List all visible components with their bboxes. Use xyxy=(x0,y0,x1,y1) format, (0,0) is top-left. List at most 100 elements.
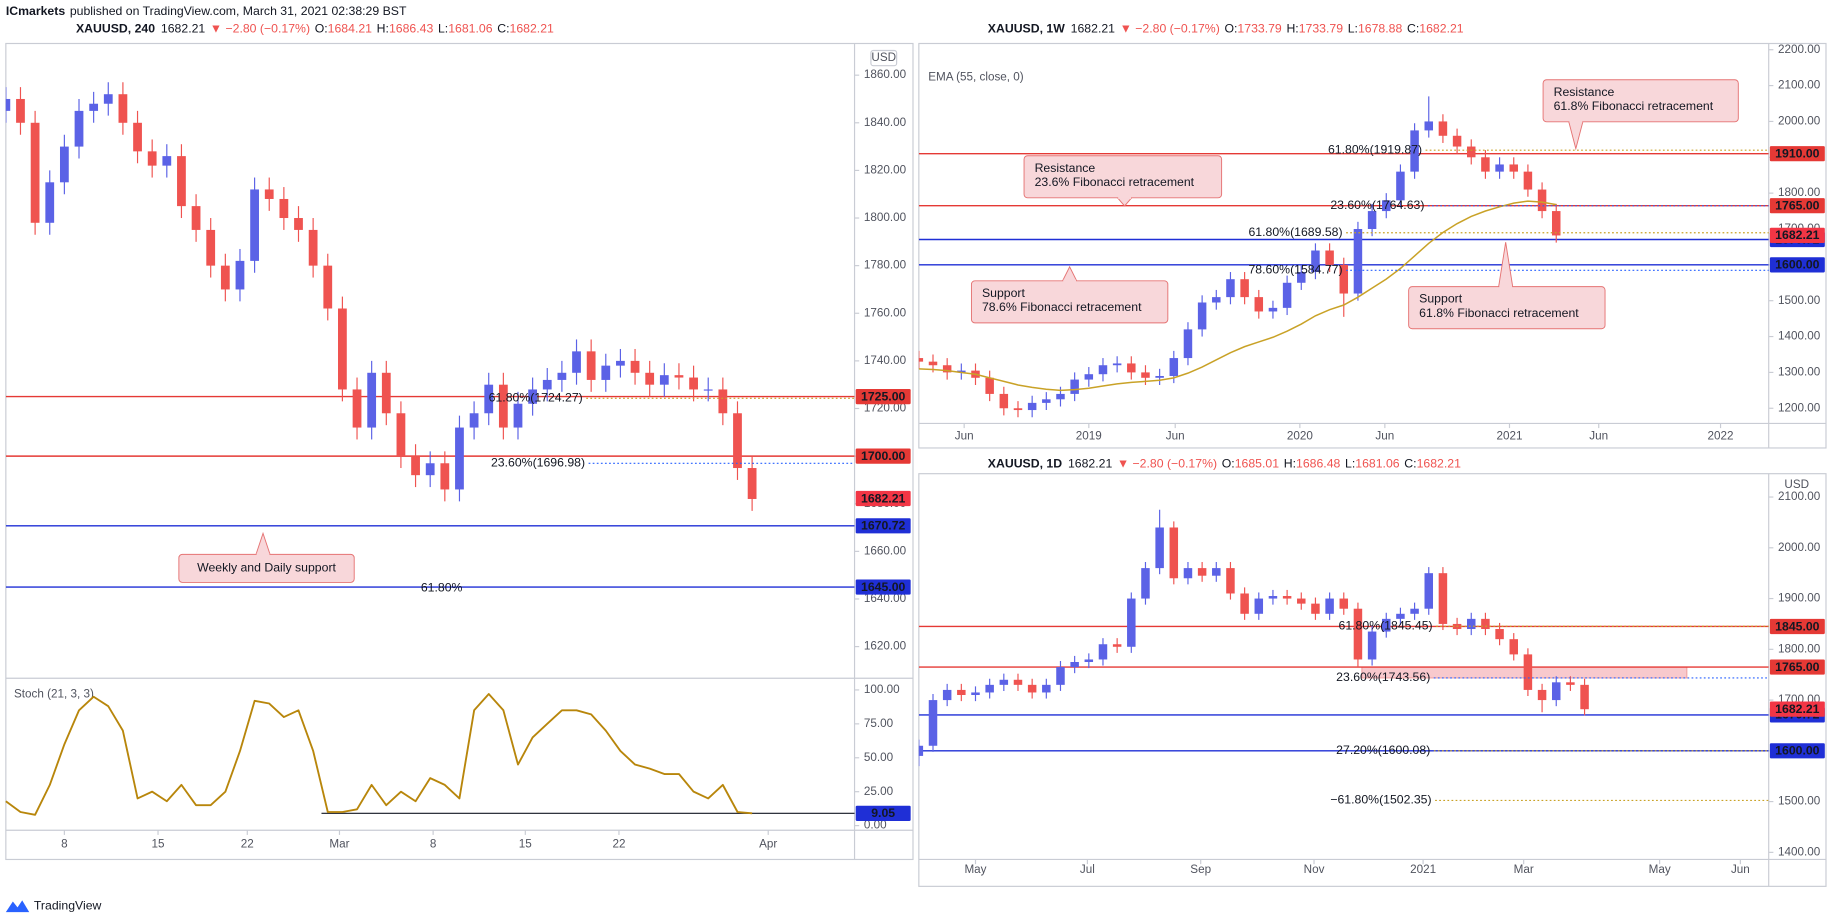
candle-body xyxy=(352,389,362,428)
x-tick-label: 2021 xyxy=(1496,429,1522,442)
price-label-box xyxy=(1769,618,1825,635)
indicator-label: EMA (55, close, 0) xyxy=(928,70,1024,83)
ohlc-key: C: xyxy=(1407,22,1419,36)
candle-body xyxy=(1424,121,1434,131)
y-tick-label: 1640.00 xyxy=(864,592,907,605)
candle-body xyxy=(1098,365,1108,375)
candle-body xyxy=(74,110,84,147)
y-tick-label: 1500.00 xyxy=(1778,795,1821,808)
candle-body xyxy=(1226,279,1235,298)
x-tick-label: Jun xyxy=(1375,429,1394,442)
chart-title: XAUUSD, 1W 1682.21 ▼ −2.80 (−0.17%) O:1733.… xyxy=(988,22,1464,36)
candle-body xyxy=(1481,157,1490,172)
candle-body xyxy=(1226,568,1235,594)
candle-body xyxy=(942,365,952,373)
candle-body xyxy=(999,679,1009,685)
candle-body xyxy=(1566,682,1575,685)
candle-body xyxy=(1551,211,1561,236)
candle-body xyxy=(1382,200,1391,212)
callout-text: Support xyxy=(982,286,1026,300)
y-tick-label: 1300.00 xyxy=(1778,365,1821,378)
candle-body xyxy=(1325,250,1334,265)
candle-body xyxy=(1056,667,1065,685)
candle-body xyxy=(1254,598,1264,614)
candle-body xyxy=(918,358,924,362)
x-tick-label: May xyxy=(1649,863,1671,876)
panel-frame xyxy=(918,473,1827,887)
y-tick-label: 1500.00 xyxy=(1778,294,1821,307)
x-tick-label: Sep xyxy=(1190,863,1211,876)
fib-label: 61.80%(1689.58) xyxy=(1248,225,1342,239)
candle-body xyxy=(469,413,479,428)
candle-body xyxy=(338,308,347,390)
candle-body xyxy=(1481,618,1490,630)
y-tick-label: 1800.00 xyxy=(1778,186,1821,199)
candle-body xyxy=(971,692,980,696)
candle-body xyxy=(957,689,966,696)
candle-body xyxy=(59,146,69,183)
callout-seam xyxy=(1063,279,1077,282)
price-label: 9.05 xyxy=(871,806,895,820)
candle-body xyxy=(396,413,406,457)
ohlc-value: 1681.06 xyxy=(448,22,493,36)
candle-body xyxy=(918,745,924,756)
candle-body xyxy=(279,198,289,219)
ohlc-key: L: xyxy=(1345,457,1355,471)
y-tick-label: 0.00 xyxy=(864,819,887,832)
ohlc-key: C: xyxy=(497,22,509,36)
last-price: 1682.21 xyxy=(161,22,206,36)
candle-body xyxy=(1254,297,1264,312)
candle-body xyxy=(1523,654,1533,690)
ohlc-value: 1678.88 xyxy=(1358,22,1403,36)
chart-panel: XAUUSD, 1W 1682.21 ▼ −2.80 (−0.17%) O:1733.… xyxy=(918,22,1827,449)
x-tick-label: 2021 xyxy=(1410,863,1436,876)
ohlc-value: 1682.21 xyxy=(1419,22,1464,36)
ohlc-key: H: xyxy=(377,22,389,36)
price-label-box xyxy=(1769,257,1825,273)
candle-body xyxy=(1127,598,1136,647)
callout-text: Resistance xyxy=(1035,161,1096,175)
callout-text: Support xyxy=(1419,292,1463,306)
price-label-box xyxy=(855,490,911,507)
candle-body xyxy=(1495,629,1504,640)
candle-body xyxy=(557,372,567,380)
candle-body xyxy=(1197,302,1207,330)
candle-body xyxy=(1070,379,1079,394)
y-tick-label: 1840.00 xyxy=(864,116,907,129)
candle-body xyxy=(1155,375,1164,378)
candle-body xyxy=(572,351,581,373)
note: 61.80% xyxy=(421,580,463,594)
y-tick-label: 1400.00 xyxy=(1778,845,1821,858)
panel-frame xyxy=(918,42,1827,449)
callout-box xyxy=(1542,79,1739,123)
candle-body xyxy=(1467,618,1476,630)
x-tick-label: 2019 xyxy=(1076,429,1102,442)
price-label-box xyxy=(1769,743,1825,759)
ohlc-value: 1685.01 xyxy=(1235,457,1280,471)
x-tick-label: Jun xyxy=(1731,863,1750,876)
price-label-box xyxy=(1769,701,1825,717)
header: ICmarkets published on TradingView.com, M… xyxy=(6,4,407,18)
ohlc-value: 1686.48 xyxy=(1296,457,1341,471)
price-label: 1765.00 xyxy=(1775,660,1820,674)
x-tick-label: May xyxy=(964,863,986,876)
candle-body xyxy=(484,384,494,414)
candle-body xyxy=(1127,363,1136,373)
candle-body xyxy=(264,189,274,199)
fib-label: 61.80%(1724.27) xyxy=(489,391,583,405)
candle-body xyxy=(1169,527,1179,579)
x-tick-label: 15 xyxy=(152,837,166,850)
candle-body xyxy=(942,689,952,701)
candle-body xyxy=(250,189,259,261)
price-label: 1600.00 xyxy=(1775,744,1820,758)
ohlc-value: 1733.79 xyxy=(1299,22,1344,36)
candle-body xyxy=(674,375,684,378)
y-tick-label: 2000.00 xyxy=(1778,541,1821,554)
x-tick-label: Nov xyxy=(1304,863,1325,876)
candle-body xyxy=(1311,603,1320,614)
candle-body xyxy=(30,122,40,223)
candle-body xyxy=(5,98,11,111)
price-label: 1910.00 xyxy=(1775,147,1820,161)
price-label-box xyxy=(1769,227,1825,243)
